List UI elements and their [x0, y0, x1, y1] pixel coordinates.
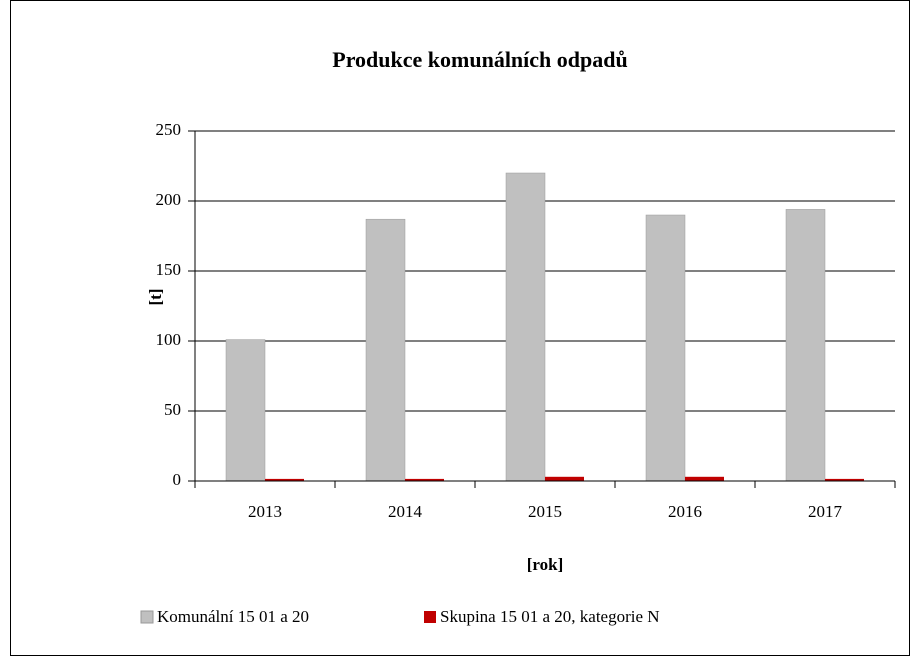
bar — [545, 476, 584, 481]
legend-label: Komunální 15 01 a 20 — [157, 607, 309, 626]
y-axis-label: [t] — [146, 289, 165, 306]
bar — [825, 478, 864, 481]
y-tick-label: 200 — [156, 190, 182, 209]
chart-border — [10, 0, 910, 656]
x-tick-label: 2015 — [528, 502, 562, 521]
legend-swatch — [140, 610, 154, 624]
x-axis-label: [rok] — [527, 555, 564, 574]
x-tick-label: 2017 — [808, 502, 843, 521]
legend-label: Skupina 15 01 a 20, kategorie N — [440, 607, 660, 626]
bar — [685, 476, 724, 481]
bar — [265, 478, 304, 481]
bar — [405, 478, 444, 481]
bar — [225, 339, 266, 482]
bar — [505, 172, 546, 482]
y-tick-label: 150 — [156, 260, 182, 279]
x-tick-label: 2013 — [248, 502, 282, 521]
bar — [645, 214, 686, 482]
y-tick-label: 50 — [164, 400, 181, 419]
y-tick-label: 100 — [156, 330, 182, 349]
y-tick-label: 0 — [173, 470, 182, 489]
legend-swatch — [424, 611, 436, 623]
x-tick-label: 2016 — [668, 502, 702, 521]
bar — [785, 209, 826, 482]
y-tick-label: 250 — [156, 120, 182, 139]
x-tick-label: 2014 — [388, 502, 423, 521]
chart-title: Produkce komunálních odpadů — [332, 47, 627, 72]
bar — [365, 218, 406, 482]
